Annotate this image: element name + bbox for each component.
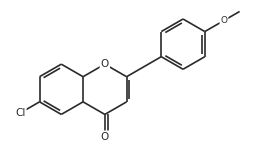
- Text: O: O: [101, 132, 109, 141]
- Text: Cl: Cl: [15, 108, 25, 118]
- Text: O: O: [101, 59, 109, 69]
- Text: O: O: [220, 16, 228, 25]
